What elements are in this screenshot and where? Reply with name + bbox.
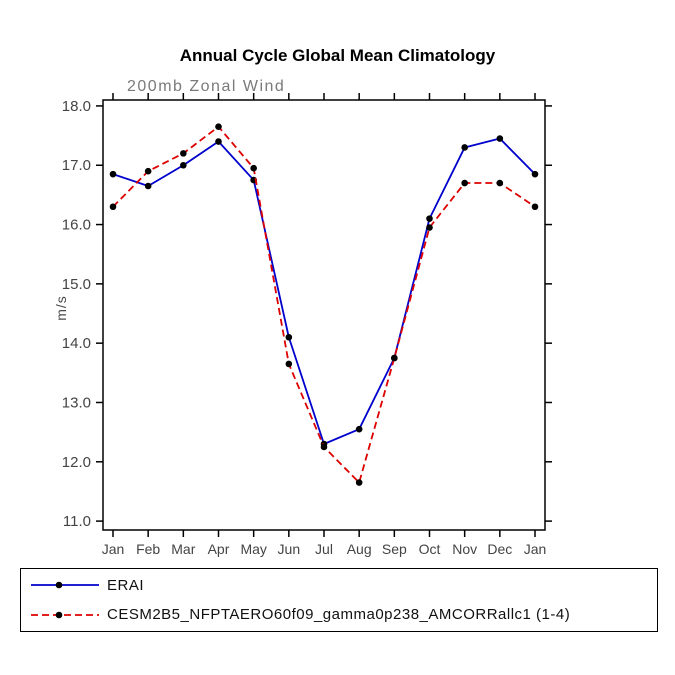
cesm-line-swatch <box>31 611 99 618</box>
svg-text:18.0: 18.0 <box>62 98 91 115</box>
svg-text:May: May <box>240 541 266 557</box>
svg-text:Jan: Jan <box>102 541 125 557</box>
svg-text:17.0: 17.0 <box>62 157 91 174</box>
svg-text:Jun: Jun <box>278 541 301 557</box>
svg-text:Aug: Aug <box>347 541 372 557</box>
legend: ERAI CESM2B5_NFPTAERO60f09_gamma0p238_AM… <box>20 568 658 632</box>
legend-label-erai: ERAI <box>107 576 145 594</box>
svg-text:Feb: Feb <box>136 541 160 557</box>
svg-text:Jan: Jan <box>524 541 547 557</box>
svg-text:Mar: Mar <box>171 541 195 557</box>
svg-text:14.0: 14.0 <box>62 335 91 352</box>
svg-text:Jul: Jul <box>315 541 333 557</box>
svg-text:Oct: Oct <box>419 541 441 557</box>
svg-text:Apr: Apr <box>208 541 230 557</box>
line-chart: 11.0 12.0 13.0 14.0 15.0 16.0 17.0 18.0 Jan Feb Ma… <box>62 93 552 557</box>
svg-text:13.0: 13.0 <box>62 394 91 411</box>
legend-label-cesm: CESM2B5_NFPTAERO60f09_gamma0p238_AMCORRa… <box>107 606 571 624</box>
svg-text:11.0: 11.0 <box>63 513 91 530</box>
svg-text:Nov: Nov <box>452 541 477 557</box>
svg-text:16.0: 16.0 <box>62 217 91 234</box>
svg-text:Dec: Dec <box>487 541 512 557</box>
erai-line-swatch <box>31 582 99 589</box>
legend-item-cesm: CESM2B5_NFPTAERO60f09_gamma0p238_AMCORRa… <box>21 602 657 628</box>
chart-title: Annual Cycle Global Mean Climatology <box>179 46 496 65</box>
svg-text:15.0: 15.0 <box>62 276 91 293</box>
svg-text:12.0: 12.0 <box>62 454 91 471</box>
legend-item-erai: ERAI <box>21 572 657 598</box>
svg-text:Sep: Sep <box>382 541 407 557</box>
chart-subtitle: 200mb Zonal Wind <box>127 78 286 95</box>
